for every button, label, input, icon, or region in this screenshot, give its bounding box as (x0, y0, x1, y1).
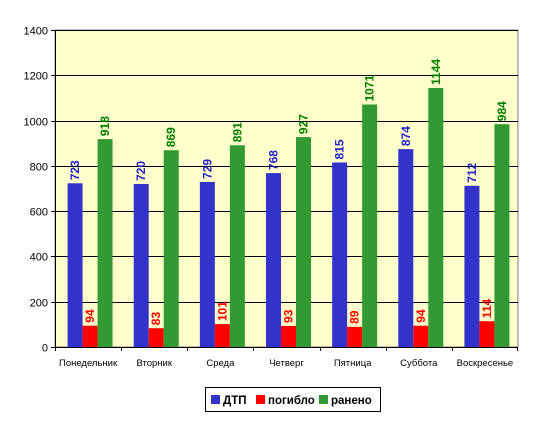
bars (67, 87, 510, 348)
bar-погибло (281, 325, 296, 347)
bar-ранено (428, 87, 444, 348)
y-tick-label: 400 (30, 252, 48, 264)
bar-погибло (479, 321, 495, 347)
bar-погибло (413, 325, 429, 347)
data-label: 874 (399, 126, 413, 146)
bar-ДТП (464, 185, 480, 347)
data-label: 114 (480, 299, 494, 319)
x-tick-label: Воскресенье (457, 358, 514, 369)
bar-ранено (494, 124, 510, 348)
legend-label: ДТП (223, 395, 246, 407)
x-tick-label: Вторник (136, 358, 172, 369)
bar-ДТП (67, 183, 83, 347)
bar-ДТП (266, 173, 281, 347)
data-labels: 723 94 918 720 83 869 729 101 891 768 93 927 815 89 10… (68, 59, 509, 326)
legend-box (205, 387, 381, 412)
x-tick-label: Понедельник (59, 358, 118, 369)
data-label: 918 (98, 116, 112, 136)
y-tick-label: 1400 (24, 26, 48, 38)
bar-ДТП (332, 162, 348, 347)
grid-lines (55, 30, 518, 303)
legend-swatch (319, 395, 328, 404)
x-tick-label: Пятница (334, 358, 372, 369)
plot-area (54, 29, 519, 348)
bar-ДТП (199, 181, 215, 347)
y-tick-label: 1000 (24, 117, 48, 129)
data-label: 723 (68, 160, 82, 180)
data-label: 1144 (429, 59, 443, 85)
data-label: 927 (297, 114, 311, 134)
bar-ранено (229, 145, 245, 347)
axes (55, 30, 518, 348)
bar-ранено (362, 104, 378, 348)
y-axis-ticks: 0 200 400 600 800 1000 1200 1400 (24, 26, 55, 355)
data-label: 768 (267, 150, 281, 170)
y-tick-label: 600 (30, 207, 48, 219)
bar-ранено (296, 137, 311, 347)
data-label: 891 (230, 122, 244, 142)
data-label: 729 (200, 159, 214, 179)
data-label: 94 (83, 309, 97, 323)
data-label: 89 (348, 310, 362, 324)
legend-label: ранено (331, 395, 372, 407)
bar-ДТП (133, 183, 149, 347)
data-label: 94 (414, 309, 428, 323)
data-label: 712 (465, 162, 479, 182)
x-tick-label: Четверг (269, 358, 304, 369)
bar-погибло (82, 325, 98, 347)
bar-погибло (347, 326, 363, 347)
data-label: 83 (149, 312, 163, 326)
y-tick-label: 0 (42, 343, 48, 355)
bar-погибло (148, 328, 164, 347)
legend-label: погибло (268, 395, 315, 407)
legend: ДТП погибло ранено (205, 387, 381, 412)
data-label: 984 (495, 101, 509, 121)
data-label: 815 (333, 139, 347, 159)
bar-ранено (97, 139, 113, 347)
data-label: 720 (134, 161, 148, 181)
x-tick-label: Суббота (400, 358, 438, 369)
bar-ранено (163, 150, 179, 347)
x-axis-ticks: Понедельник Вторник Среда Четверг Пятница Суб… (55, 347, 518, 369)
legend-swatch (211, 395, 220, 404)
y-tick-label: 1200 (24, 71, 48, 83)
bar-ДТП (398, 149, 414, 347)
bar-погибло (214, 324, 230, 347)
legend-swatch (256, 395, 265, 404)
data-label: 1071 (363, 74, 377, 101)
data-label: 93 (282, 309, 296, 323)
y-tick-label: 200 (30, 298, 48, 310)
data-label: 101 (215, 301, 229, 321)
y-tick-label: 800 (30, 162, 48, 174)
x-tick-label: Среда (206, 358, 235, 369)
data-label: 869 (164, 127, 178, 147)
